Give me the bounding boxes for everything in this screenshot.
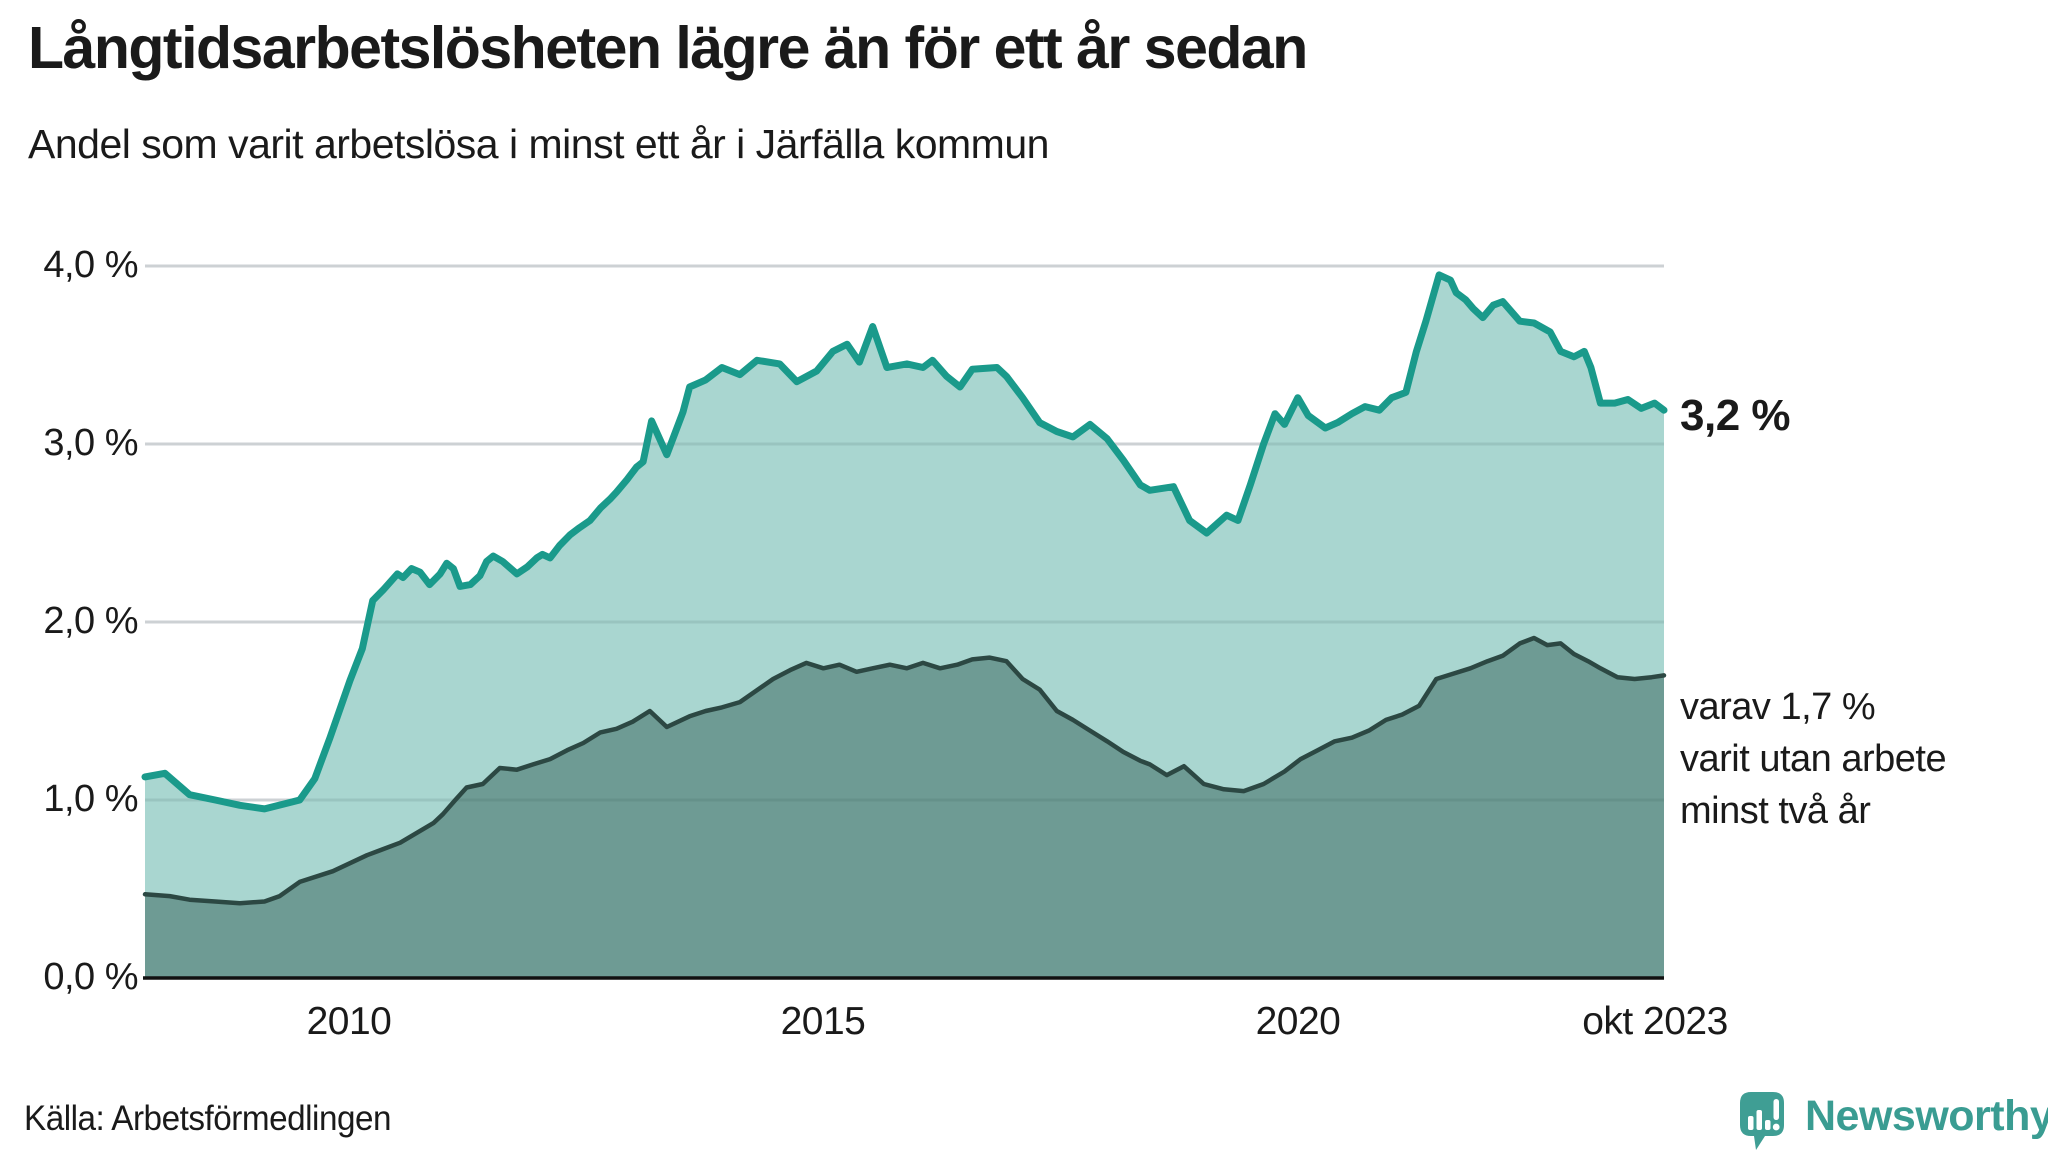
x-tick-2010: 2010 xyxy=(306,1000,392,1043)
y-tick-1: 1,0 % xyxy=(43,778,138,820)
x-tick-okt2023: okt 2023 xyxy=(1582,1000,1728,1043)
source-label: Källa: Arbetsförmedlingen xyxy=(24,1099,392,1138)
two-year-annotation-line2: varit utan arbete xyxy=(1680,738,1947,780)
x-tick-2015: 2015 xyxy=(780,1000,866,1043)
y-tick-2: 2,0 % xyxy=(43,600,138,642)
page-subtitle: Andel som varit arbetslösa i minst ett å… xyxy=(28,121,1049,167)
newsworthy-logo-text: Newsworthy xyxy=(1805,1092,2048,1140)
newsworthy-logo: Newsworthy xyxy=(1736,1088,2048,1159)
two-year-annotation: varav 1,7 % varit utan arbete minst två … xyxy=(1680,681,1947,837)
x-tick-2020: 2020 xyxy=(1255,1000,1341,1043)
page-title: Långtidsarbetslösheten lägre än för ett … xyxy=(28,15,1308,81)
two-year-annotation-line3: minst två år xyxy=(1680,790,1871,832)
two-year-annotation-line1: varav 1,7 % xyxy=(1680,686,1876,728)
y-tick-0: 0,0 % xyxy=(43,956,138,998)
latest-value-label: 3,2 % xyxy=(1680,391,1791,440)
newsworthy-speech-bubble-bar-chart-icon xyxy=(1736,1088,1788,1159)
y-tick-3: 3,0 % xyxy=(43,422,138,464)
y-tick-4: 4,0 % xyxy=(43,244,138,286)
